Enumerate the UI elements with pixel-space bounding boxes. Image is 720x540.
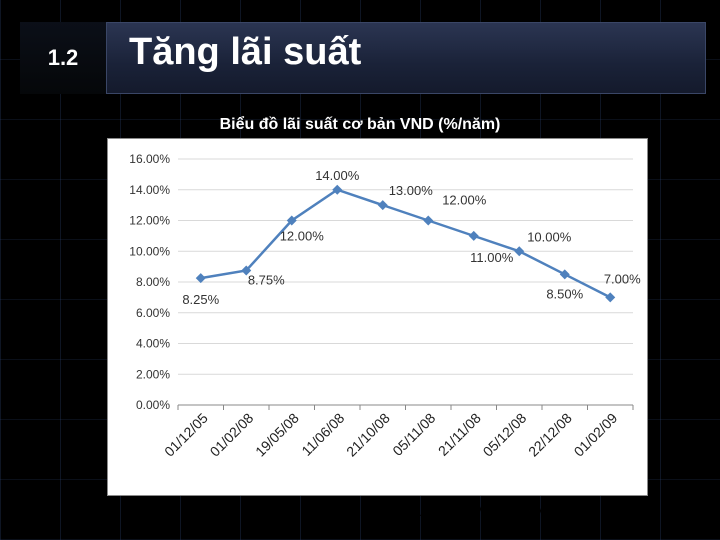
y-tick-label: 12.00% [129,214,170,228]
data-label: 8.50% [546,286,583,301]
data-label: 10.00% [527,229,572,244]
x-tick-label: 01/02/09 [571,410,621,460]
x-tick-label: 01/12/05 [161,410,211,460]
chart-title: Biểu đồ lãi suất cơ bản VND (%/năm) [219,116,501,133]
section-number: 1.2 [20,22,107,94]
data-point [605,292,616,303]
y-tick-label: 0.00% [136,398,170,412]
slide-title: Tăng lãi suất [129,31,362,73]
series-line [200,188,611,299]
data-label: 8.25% [182,292,219,307]
source-note: Nguồn: NHNN Việt Nam [396,503,569,520]
data-label: 8.75% [248,272,285,287]
data-point [468,230,479,241]
data-label: 13.00% [389,183,434,198]
y-tick-label: 6.00% [136,306,170,320]
x-tick-label: 21/10/08 [343,410,393,460]
data-point [195,273,206,284]
x-tick-label: 22/12/08 [525,410,575,460]
y-tick-label: 2.00% [136,367,170,381]
data-label: 12.00% [280,229,325,244]
chart-panel: 0.00% 2.00% 4.00% 6.00% 8.00% 10.00% 12.00% 14.… [107,138,648,496]
y-tick-label: 10.00% [129,244,170,258]
data-point [241,265,252,276]
x-tick-label: 01/02/08 [207,410,257,460]
y-tick-label: 14.00% [129,183,170,197]
data-point [286,215,297,226]
x-tick-label: 21/11/08 [435,410,484,459]
data-point [377,200,388,211]
data-label: 7.00% [604,271,641,286]
data-point [423,215,434,226]
y-tick-label: 4.00% [136,337,170,351]
line-chart: 0.00% 2.00% 4.00% 6.00% 8.00% 10.00% 12.00% 14.… [129,152,641,460]
y-tick-label: 8.00% [136,275,170,289]
x-tick-label: 19/05/08 [252,410,302,460]
x-tick-label: 11/06/08 [298,410,347,459]
data-label: 14.00% [315,168,360,183]
y-tick-label: 16.00% [129,152,170,166]
data-point [332,184,343,195]
data-point [514,246,525,257]
data-point [559,269,570,280]
x-tick-label: 05/11/08 [389,410,438,459]
data-label: 12.00% [442,193,487,208]
title-bar: Tăng lãi suất [106,22,706,94]
data-label: 11.00% [470,250,514,265]
x-tick-label: 05/12/08 [480,410,530,460]
